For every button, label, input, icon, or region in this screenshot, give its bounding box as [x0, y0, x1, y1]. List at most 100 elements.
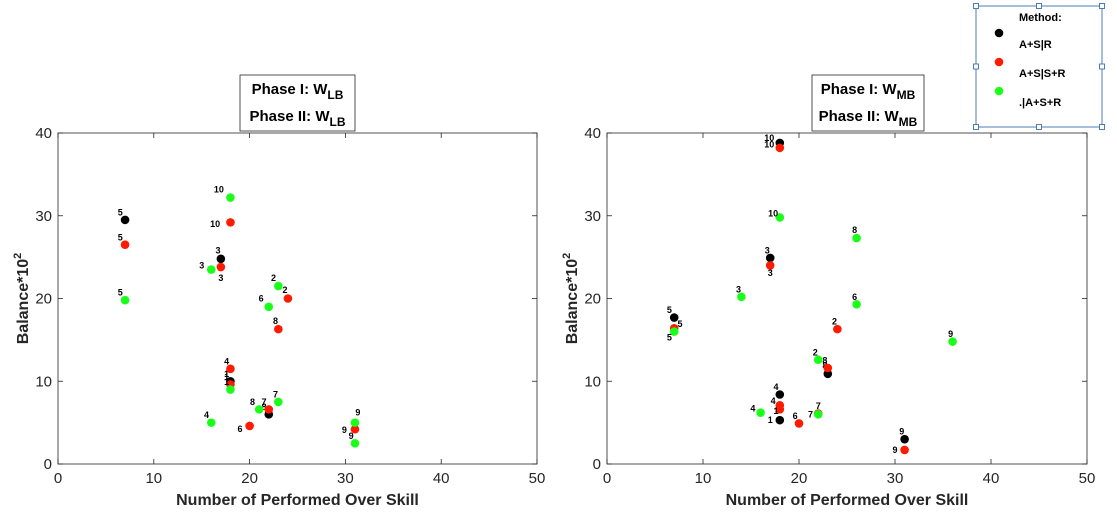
title-subscript: MB — [897, 88, 916, 102]
y-tick-label: 30 — [35, 208, 52, 225]
data-point — [775, 405, 785, 414]
y-tick-label: 0 — [593, 456, 601, 473]
point-label: 7 — [816, 401, 821, 411]
data-point — [350, 424, 360, 434]
y-axis-label-superscript: 2 — [12, 253, 24, 259]
point-label: 8 — [261, 402, 266, 412]
title-line-1: Phase I: WLB — [252, 81, 344, 102]
point-label: 4 — [224, 356, 229, 366]
point-label: 2 — [271, 273, 276, 283]
data-point — [350, 418, 360, 427]
data-point — [756, 408, 765, 417]
data-point — [226, 193, 235, 202]
data-point — [216, 254, 226, 264]
data-point — [216, 262, 226, 272]
data-point — [206, 418, 216, 427]
point-label: 7 — [808, 409, 813, 419]
data-point — [813, 410, 823, 419]
point-label: 7 — [273, 389, 278, 399]
data-point — [765, 261, 775, 270]
y-tick-label: 10 — [584, 373, 601, 390]
point-label: 9 — [892, 445, 897, 455]
y-tick-label: 20 — [584, 291, 601, 308]
y-axis-label-text: Balance*10 — [15, 259, 32, 344]
point-label: 6 — [259, 294, 264, 304]
data-point — [823, 363, 833, 373]
point-label: 3 — [768, 268, 773, 278]
point-label: 1 — [768, 415, 773, 425]
legend-handle — [973, 3, 979, 9]
point-label: 8 — [250, 397, 255, 407]
data-point — [350, 439, 360, 448]
legend-entry-label: A+S|R — [1019, 39, 1052, 51]
point-label: 9 — [948, 329, 953, 339]
legend-marker — [994, 28, 1004, 38]
y-axis-label-superscript: 2 — [561, 253, 573, 259]
legend-handle — [973, 124, 979, 130]
data-point — [900, 434, 909, 444]
point-label: 3 — [215, 246, 220, 256]
data-point — [206, 265, 216, 274]
point-label: 5 — [118, 288, 123, 298]
point-label: 4 — [204, 410, 209, 420]
x-tick-label: 0 — [603, 470, 611, 487]
point-label: 3 — [765, 246, 770, 256]
data-point — [775, 390, 785, 399]
point-label: 9 — [342, 425, 347, 435]
chart-right: 0 10 20 30 40 50 0 10 20 30 40 Number of Performed … — [561, 74, 1096, 509]
point-label: 9 — [349, 431, 354, 441]
title-text: Phase I: W — [821, 81, 898, 98]
data-point — [948, 337, 957, 346]
title-text: Phase II: W — [819, 108, 900, 125]
plot-area-frame — [57, 132, 538, 465]
legend[interactable]: Method: A+S|R A+S|S+R .|A+S+R — [973, 3, 1105, 130]
title-subscript: LB — [327, 88, 343, 102]
data-point — [120, 215, 130, 225]
point-label: 1 — [224, 372, 229, 382]
point-label: 10 — [214, 184, 224, 194]
legend-title: Method: — [1019, 12, 1062, 24]
point-label: 5 — [118, 207, 123, 217]
x-tick-label: 40 — [983, 470, 1000, 487]
data-point — [245, 421, 254, 431]
title-box — [811, 74, 925, 132]
point-label: 1 — [224, 377, 229, 387]
y-tick-label: 20 — [35, 291, 52, 308]
point-label: 8 — [273, 316, 278, 326]
legend-entry-label: .|A+S+R — [1019, 97, 1061, 109]
point-label: 2 — [832, 317, 837, 327]
legend-box — [975, 5, 1103, 128]
data-point — [254, 405, 264, 414]
data-point — [274, 397, 283, 407]
point-label: 3 — [218, 273, 223, 283]
title-text: Phase II: W — [249, 108, 330, 125]
data-point — [274, 281, 283, 291]
x-axis-label: Number of Performed Over Skill — [726, 492, 969, 509]
point-label: 1 — [224, 369, 229, 379]
data-point — [274, 324, 283, 334]
point-label: 10 — [210, 219, 220, 229]
legend-entry-label: A+S|S+R — [1019, 68, 1066, 80]
title-line-1: Phase I: WMB — [821, 81, 916, 102]
y-tick-label: 40 — [584, 125, 601, 142]
x-tick-label: 50 — [1079, 470, 1096, 487]
point-label: 8 — [852, 225, 857, 235]
point-label: 8 — [822, 356, 827, 366]
data-point — [283, 294, 293, 303]
title-subscript: LB — [330, 115, 346, 129]
point-label: 6 — [852, 292, 857, 302]
data-point — [765, 253, 775, 263]
point-label: 6 — [238, 424, 243, 434]
legend-handle — [1036, 3, 1042, 9]
point-label: 3 — [199, 260, 204, 270]
legend-marker — [994, 57, 1004, 67]
y-axis-label-text: Balance*10 — [564, 259, 581, 344]
y-tick-label: 10 — [35, 373, 52, 390]
data-point — [226, 218, 235, 227]
x-tick-label: 50 — [529, 470, 546, 487]
y-tick-label: 0 — [44, 456, 52, 473]
data-point — [813, 355, 823, 365]
chart-left: 0 10 20 30 40 50 0 10 20 30 40 Number of Performed … — [12, 74, 546, 509]
point-label: 4 — [771, 396, 776, 406]
x-tick-label: 20 — [791, 470, 808, 487]
